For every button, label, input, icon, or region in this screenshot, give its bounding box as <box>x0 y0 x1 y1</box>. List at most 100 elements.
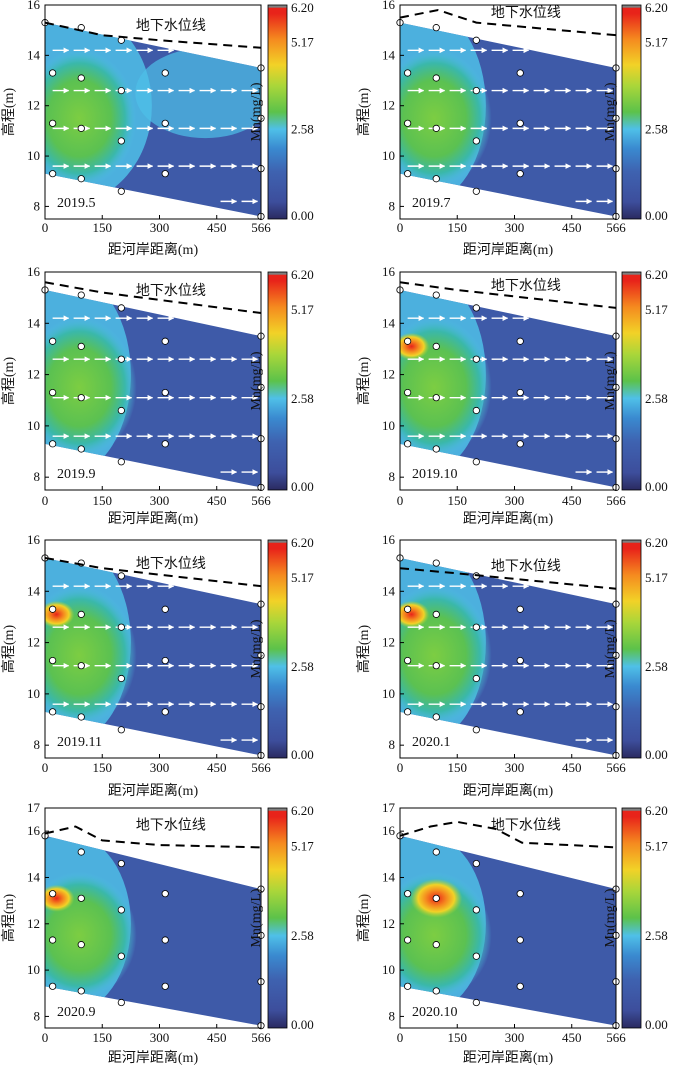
observation-point <box>516 119 524 127</box>
y-tick-label: 16 <box>27 532 41 547</box>
y-tick-label: 12 <box>27 916 40 931</box>
y-tick-label: 16 <box>382 823 396 838</box>
x-tick-label: 566 <box>251 220 271 235</box>
water-table-label: 地下水位线 <box>136 817 206 833</box>
observation-point <box>49 890 57 898</box>
observation-point <box>404 656 412 665</box>
y-tick-label: 10 <box>382 148 395 163</box>
colorbar-tick-label: 0.00 <box>291 1017 314 1032</box>
y-tick-label: 10 <box>382 418 395 433</box>
x-tick-label: 566 <box>606 220 626 235</box>
y-tick-label: 16 <box>27 264 41 279</box>
plot-frame <box>399 539 617 759</box>
y-tick-label: 12 <box>27 98 40 113</box>
colorbar-tick-label: 6.20 <box>291 535 314 550</box>
colorbar-label: Mn(mg/L) <box>249 351 264 410</box>
observation-point <box>516 440 524 448</box>
y-tick-label: 8 <box>34 1008 41 1023</box>
x-tick-label: 150 <box>447 1030 467 1045</box>
observation-point <box>404 440 412 448</box>
date-label: 2019.11 <box>57 735 102 750</box>
panel-2019-9: 地下水位线 2019.9 8 10 12 14 16 0 150 300 450 566 距河岸距离(m… <box>0 264 314 527</box>
y-tick-label: 14 <box>27 583 41 598</box>
plot-frame <box>44 807 262 1029</box>
water-table-line <box>399 567 617 590</box>
y-tick-label: 17 <box>382 800 396 815</box>
water-table-label: 地下水位线 <box>491 278 561 294</box>
x-tick-label: 150 <box>447 493 467 508</box>
observation-point <box>117 859 125 868</box>
observation-point <box>161 708 169 716</box>
colorbar-tick-label: 6.20 <box>291 0 314 15</box>
x-axis-label: 距河岸距离(m) <box>108 241 199 258</box>
halo-right <box>135 48 261 139</box>
colorbar-tick-label: 6.20 <box>645 0 668 15</box>
observation-point <box>404 170 412 178</box>
observation-point <box>77 291 85 299</box>
concentration-field <box>400 289 492 475</box>
plot-frame <box>399 271 617 491</box>
observation-point <box>77 394 85 402</box>
y-tick-label: 8 <box>34 737 41 752</box>
colorbar-tick-label: 2.58 <box>645 659 668 674</box>
colorbar-tick-label: 0.00 <box>645 1017 668 1032</box>
x-tick-label: 300 <box>150 1030 170 1045</box>
colorbar-tick-label: 6.20 <box>291 803 314 818</box>
observation-points <box>396 286 620 492</box>
x-tick-label: 566 <box>251 760 271 775</box>
colorbar-tick-label: 2.58 <box>291 121 314 136</box>
concentration-field <box>45 22 261 204</box>
observation-point <box>161 890 169 898</box>
observation-point <box>472 458 480 466</box>
date-label: 2019.7 <box>412 196 451 211</box>
observation-point <box>432 894 440 902</box>
x-tick-label: 150 <box>92 493 112 508</box>
concentration-field <box>45 557 137 743</box>
panel-2019-11: 地下水位线 2019.11 8 10 12 14 16 0 150 300 450 566 距河岸距离(… <box>0 532 314 799</box>
observation-point <box>117 623 125 631</box>
y-tick-label: 10 <box>27 686 40 701</box>
observation-point <box>432 445 440 453</box>
observation-point <box>404 708 412 716</box>
observation-point <box>404 388 412 397</box>
colorbar <box>267 4 288 220</box>
observation-points <box>396 19 620 221</box>
observation-point <box>516 982 524 990</box>
observation-point <box>117 137 125 145</box>
y-tick-label: 10 <box>382 962 395 977</box>
observation-point <box>516 708 524 716</box>
flow-arrows <box>407 315 614 475</box>
x-tick-label: 150 <box>92 1030 112 1045</box>
y-axis-label: 高程(m) <box>355 357 372 406</box>
colorbar <box>267 539 288 759</box>
y-tick-label: 14 <box>382 47 396 62</box>
hotspot <box>45 884 75 912</box>
observation-point <box>432 610 440 618</box>
observation-point <box>432 291 440 299</box>
observation-point <box>77 175 85 183</box>
colorbar-tick-label: 2.58 <box>291 928 314 943</box>
observation-point <box>117 906 125 914</box>
x-tick-label: 0 <box>397 220 404 235</box>
observation-point <box>117 87 125 95</box>
y-tick-label: 14 <box>27 315 41 330</box>
observation-point <box>516 605 524 613</box>
x-tick-label: 450 <box>562 493 582 508</box>
observation-point <box>161 119 169 127</box>
colorbar-tick-label: 2.58 <box>291 659 314 674</box>
observation-point <box>472 304 480 312</box>
colorbar-tick-label: 6.20 <box>645 803 668 818</box>
y-tick-label: 8 <box>389 469 396 484</box>
y-tick-label: 12 <box>382 916 395 931</box>
core-green <box>45 871 137 1000</box>
observation-point <box>404 69 412 77</box>
x-tick-label: 150 <box>447 220 467 235</box>
observation-point <box>49 69 57 77</box>
hotspot <box>400 332 430 360</box>
date-label: 2019.10 <box>412 467 458 482</box>
observation-point <box>161 337 169 345</box>
observation-point <box>432 124 440 132</box>
y-tick-label: 12 <box>27 635 40 650</box>
colorbar-label: Mn(mg/L) <box>603 82 618 141</box>
water-table-line <box>44 281 262 315</box>
